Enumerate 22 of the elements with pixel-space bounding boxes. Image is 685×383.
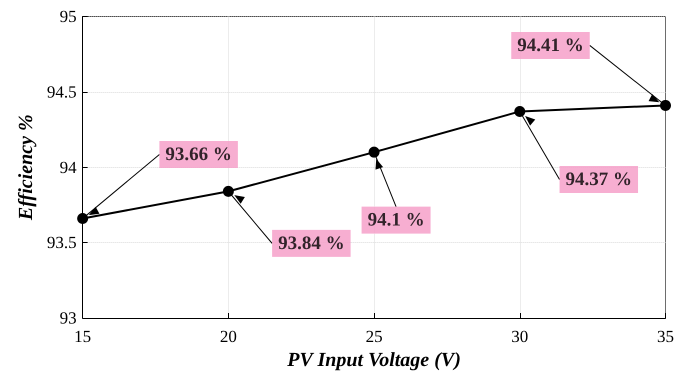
point [660, 100, 671, 111]
annotation: 94.37 % [566, 168, 632, 190]
x-tick-label: 15 [74, 327, 92, 346]
y-tick-label: 93.5 [46, 233, 77, 252]
annotation: 93.84 % [278, 232, 345, 254]
x-tick-label: 35 [657, 327, 674, 346]
annotation: 93.66 % [165, 144, 232, 166]
y-tick-label: 94 [60, 158, 78, 177]
annotation: 94.41 % [517, 34, 584, 56]
y-tick-label: 94.5 [46, 82, 77, 102]
x-axis-title: PV Input Voltage (V) [286, 349, 461, 371]
point [368, 146, 380, 158]
x-tick-label: 30 [511, 327, 528, 346]
y-tick-label: 93 [60, 308, 77, 328]
y-axis-title: Efficiency % [15, 114, 37, 222]
point [222, 186, 234, 197]
x-tick-label: 25 [366, 327, 383, 346]
point [514, 106, 526, 117]
y-tick-label: 95 [60, 7, 77, 26]
x-tick-label: 20 [220, 327, 237, 346]
point [77, 213, 88, 224]
annotation: 94.1 % [368, 210, 425, 231]
